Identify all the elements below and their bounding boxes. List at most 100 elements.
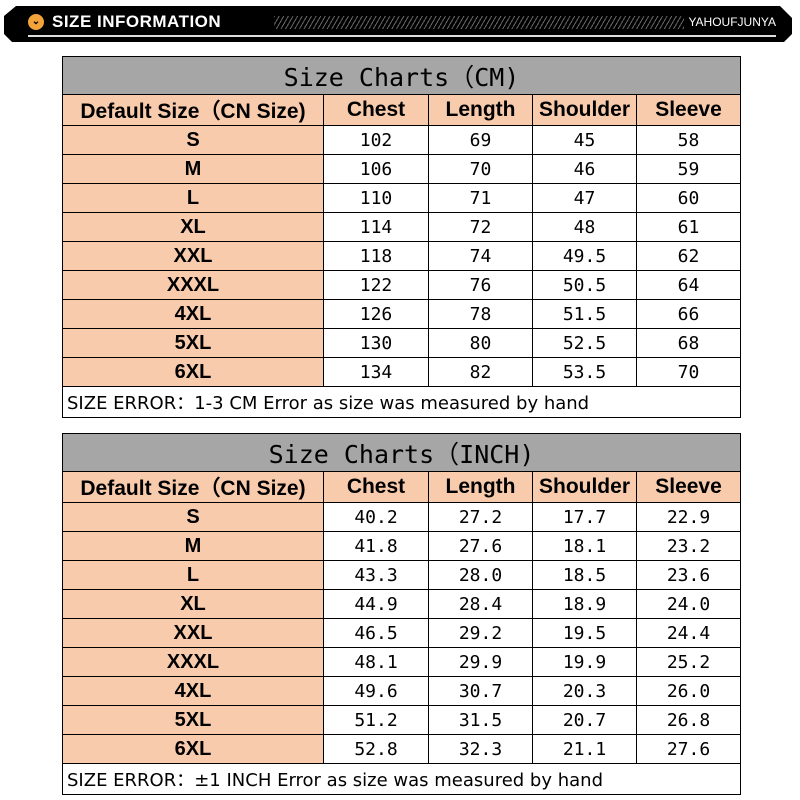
cell-value: 60 bbox=[636, 183, 741, 213]
table-row: 5XL 51.2 31.5 20.7 26.8 bbox=[62, 705, 742, 735]
table-row: XL 114 72 48 61 bbox=[62, 212, 741, 242]
table-row: XXL 46.5 29.2 19.5 24.4 bbox=[62, 618, 742, 648]
table-row: L 110 71 47 60 bbox=[62, 183, 741, 213]
cell-value: 41.8 bbox=[323, 531, 429, 561]
cell-value: 48 bbox=[532, 212, 637, 242]
cell-value: 40.2 bbox=[323, 502, 429, 532]
table-row: 6XL 134 82 53.5 70 bbox=[62, 357, 741, 387]
table-row: S 40.2 27.2 17.7 22.9 bbox=[62, 502, 742, 532]
cell-value: 69 bbox=[428, 125, 533, 155]
cell-value: 68 bbox=[636, 328, 741, 358]
cell-value: 52.5 bbox=[532, 328, 637, 358]
cell-value: 28.0 bbox=[428, 560, 533, 590]
table-row: 4XL 126 78 51.5 66 bbox=[62, 299, 741, 329]
table-row: XL 44.9 28.4 18.9 24.0 bbox=[62, 589, 742, 619]
cell-value: 20.7 bbox=[532, 705, 637, 735]
cell-value: 122 bbox=[323, 270, 429, 300]
cell-value: 18.5 bbox=[532, 560, 637, 590]
cell-value: 118 bbox=[323, 241, 429, 271]
cell-value: 31.5 bbox=[428, 705, 533, 735]
cell-value: 49.6 bbox=[323, 676, 429, 706]
cell-value: 53.5 bbox=[532, 357, 637, 387]
cell-value: 26.8 bbox=[635, 705, 742, 735]
size-label: M bbox=[62, 531, 324, 561]
banner-divider bbox=[28, 35, 776, 37]
column-header: Shoulder bbox=[532, 471, 637, 503]
hatch-decoration bbox=[274, 16, 684, 29]
cell-value: 46 bbox=[532, 154, 637, 184]
size-information-banner: ⌄ SIZE INFORMATION YAHOUFJUNYA bbox=[4, 6, 792, 42]
size-label: S bbox=[62, 125, 324, 155]
column-header: Sleeve bbox=[636, 94, 741, 126]
cell-value: 29.9 bbox=[428, 647, 533, 677]
size-label: XXL bbox=[62, 618, 324, 648]
cell-value: 74 bbox=[428, 241, 533, 271]
size-label: L bbox=[62, 560, 324, 590]
cell-value: 52.8 bbox=[323, 734, 429, 764]
size-chart-inch: Size Charts（INCH) Default Size（CN Size) Ch… bbox=[61, 433, 742, 795]
size-label: M bbox=[62, 154, 324, 184]
cell-value: 114 bbox=[323, 212, 429, 242]
column-header: Shoulder bbox=[532, 94, 637, 126]
cell-value: 70 bbox=[428, 154, 533, 184]
table-row: M 41.8 27.6 18.1 23.2 bbox=[62, 531, 742, 561]
size-label: 5XL bbox=[62, 328, 324, 358]
cell-value: 29.2 bbox=[428, 618, 533, 648]
size-label: XXXL bbox=[62, 270, 324, 300]
cell-value: 18.9 bbox=[532, 589, 637, 619]
cell-value: 48.1 bbox=[323, 647, 429, 677]
table-row: 5XL 130 80 52.5 68 bbox=[62, 328, 741, 358]
cell-value: 24.4 bbox=[635, 618, 742, 648]
size-label: 5XL bbox=[62, 705, 324, 735]
cell-value: 66 bbox=[636, 299, 741, 329]
cell-value: 27.6 bbox=[428, 531, 533, 561]
cell-value: 134 bbox=[323, 357, 429, 387]
table-title: Size Charts（CM) bbox=[62, 56, 741, 95]
table-row: XXXL 122 76 50.5 64 bbox=[62, 270, 741, 300]
size-label: XL bbox=[62, 212, 324, 242]
cell-value: 80 bbox=[428, 328, 533, 358]
table-row: 6XL 52.8 32.3 21.1 27.6 bbox=[62, 734, 742, 764]
cell-value: 59 bbox=[636, 154, 741, 184]
size-error-note: SIZE ERROR：1-3 CM Error as size was meas… bbox=[62, 386, 741, 418]
cell-value: 71 bbox=[428, 183, 533, 213]
cell-value: 28.4 bbox=[428, 589, 533, 619]
cell-value: 19.9 bbox=[532, 647, 637, 677]
cell-value: 51.5 bbox=[532, 299, 637, 329]
cell-value: 24.0 bbox=[635, 589, 742, 619]
size-chart-cm: Size Charts（CM) Default Size（CN Size) Ches… bbox=[62, 56, 741, 418]
cell-value: 50.5 bbox=[532, 270, 637, 300]
column-header: Chest bbox=[323, 471, 429, 503]
cell-value: 30.7 bbox=[428, 676, 533, 706]
size-label: L bbox=[62, 183, 324, 213]
cell-value: 19.5 bbox=[532, 618, 637, 648]
cell-value: 78 bbox=[428, 299, 533, 329]
cell-value: 20.3 bbox=[532, 676, 637, 706]
size-label: S bbox=[62, 502, 324, 532]
size-label: XL bbox=[62, 589, 324, 619]
column-header: Chest bbox=[323, 94, 429, 126]
table-row: S 102 69 45 58 bbox=[62, 125, 741, 155]
cell-value: 72 bbox=[428, 212, 533, 242]
table-title: Size Charts（INCH) bbox=[61, 433, 742, 472]
cell-value: 106 bbox=[323, 154, 429, 184]
column-header: Length bbox=[428, 94, 533, 126]
cell-value: 27.6 bbox=[635, 734, 742, 764]
size-error-note: SIZE ERROR：±1 INCH Error as size was mea… bbox=[61, 763, 742, 795]
cell-value: 62 bbox=[636, 241, 741, 271]
table-row: XXL 118 74 49.5 62 bbox=[62, 241, 741, 271]
cell-value: 22.9 bbox=[635, 502, 742, 532]
cell-value: 23.6 bbox=[635, 560, 742, 590]
size-label: 4XL bbox=[62, 676, 324, 706]
cell-value: 46.5 bbox=[323, 618, 429, 648]
cell-value: 32.3 bbox=[428, 734, 533, 764]
brand-name: YAHOUFJUNYA bbox=[688, 15, 776, 29]
cell-value: 51.2 bbox=[323, 705, 429, 735]
cell-value: 44.9 bbox=[323, 589, 429, 619]
size-label: 6XL bbox=[62, 734, 324, 764]
cell-value: 43.3 bbox=[323, 560, 429, 590]
cell-value: 76 bbox=[428, 270, 533, 300]
cell-value: 26.0 bbox=[635, 676, 742, 706]
column-header: Default Size（CN Size) bbox=[62, 471, 324, 503]
column-header: Length bbox=[428, 471, 533, 503]
